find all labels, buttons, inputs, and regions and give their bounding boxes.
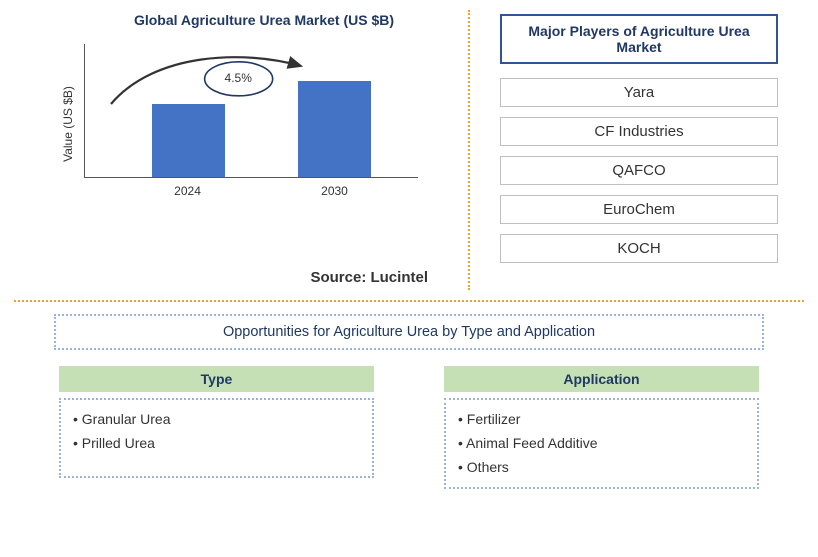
opportunities-col-application: Application Fertilizer Animal Feed Addit… <box>444 366 759 489</box>
opp-type-item-0: Granular Urea <box>73 408 360 432</box>
opp-header-type: Type <box>59 366 374 392</box>
opp-list-application: Fertilizer Animal Feed Additive Others <box>444 398 759 489</box>
player-item-2: QAFCO <box>500 156 778 185</box>
x-axis-labels: 2024 2030 <box>84 180 418 204</box>
opportunities-panel: Opportunities for Agriculture Urea by Ty… <box>0 302 818 489</box>
opportunities-columns: Type Granular Urea Prilled Urea Applicat… <box>50 366 768 489</box>
bar-plot: 4.5% <box>84 44 418 178</box>
opportunities-title: Opportunities for Agriculture Urea by Ty… <box>54 314 764 350</box>
opp-app-item-2: Others <box>458 456 745 480</box>
growth-label: 4.5% <box>208 71 268 85</box>
y-axis-label: Value (US $B) <box>61 86 75 162</box>
player-item-4: KOCH <box>500 234 778 263</box>
opp-list-type: Granular Urea Prilled Urea <box>59 398 374 478</box>
opp-app-item-0: Fertilizer <box>458 408 745 432</box>
x-label-0: 2024 <box>174 184 201 198</box>
opportunities-col-type: Type Granular Urea Prilled Urea <box>59 366 374 489</box>
player-item-3: EuroChem <box>500 195 778 224</box>
opp-type-item-1: Prilled Urea <box>73 432 360 456</box>
player-item-0: Yara <box>500 78 778 107</box>
x-label-1: 2030 <box>321 184 348 198</box>
chart-area: Value (US $B) 4.5% 2024 2030 <box>78 44 418 204</box>
players-title: Major Players of Agriculture Urea Market <box>500 14 778 64</box>
player-item-1: CF Industries <box>500 117 778 146</box>
bar-2030 <box>298 81 371 177</box>
top-row: Global Agriculture Urea Market (US $B) V… <box>0 0 818 300</box>
chart-panel: Global Agriculture Urea Market (US $B) V… <box>0 0 468 300</box>
chart-title: Global Agriculture Urea Market (US $B) <box>72 12 456 28</box>
opp-header-application: Application <box>444 366 759 392</box>
source-label: Source: Lucintel <box>310 269 428 286</box>
bar-2024 <box>152 104 225 177</box>
players-panel: Major Players of Agriculture Urea Market… <box>470 0 818 300</box>
opp-app-item-1: Animal Feed Additive <box>458 432 745 456</box>
